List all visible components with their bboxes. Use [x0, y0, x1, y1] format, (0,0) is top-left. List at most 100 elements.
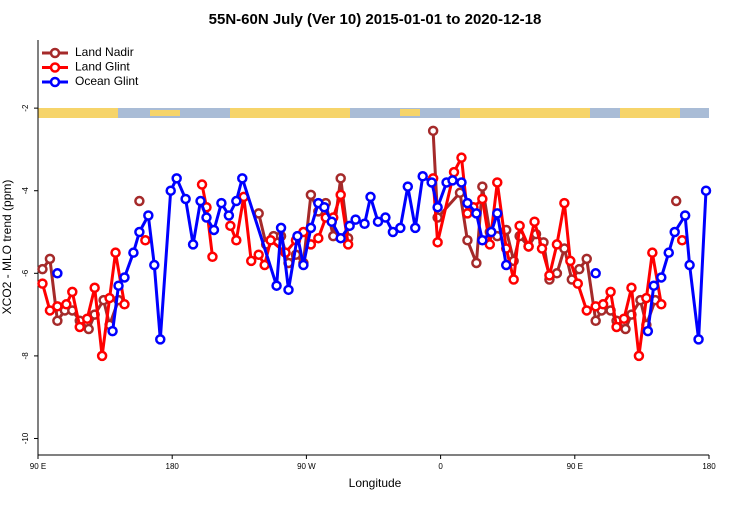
point — [319, 201, 330, 213]
point — [83, 323, 94, 335]
point — [180, 193, 191, 205]
chart-title: 55N-60N July (Ver 10) 2015-01-01 to 2020… — [209, 11, 542, 28]
point — [500, 259, 512, 271]
point — [149, 259, 160, 271]
point — [432, 201, 443, 213]
point — [44, 253, 56, 265]
point — [427, 125, 439, 137]
x-tick-label: 180 — [166, 462, 180, 471]
point — [52, 268, 63, 279]
x-axis-label: Longitude — [349, 476, 402, 490]
point — [231, 195, 242, 207]
point — [676, 235, 688, 246]
point — [155, 334, 166, 345]
point — [313, 232, 324, 244]
point — [471, 257, 482, 269]
point — [119, 272, 130, 283]
point — [134, 226, 145, 238]
point — [597, 299, 609, 310]
point — [590, 268, 601, 279]
point — [669, 226, 680, 238]
point — [350, 214, 361, 225]
point — [559, 197, 570, 209]
point — [37, 263, 48, 275]
point — [207, 251, 218, 263]
point — [96, 350, 108, 362]
y-tick-label: -4 — [21, 187, 30, 195]
point — [335, 232, 346, 244]
point — [81, 313, 93, 324]
x-tick-label: 90 E — [30, 462, 46, 471]
point — [237, 173, 248, 184]
point — [551, 239, 563, 250]
point — [380, 212, 391, 223]
point — [642, 325, 654, 337]
y-tick-label: -2 — [21, 104, 30, 112]
legend-marker — [49, 76, 61, 88]
point — [283, 284, 294, 296]
point — [143, 210, 154, 221]
point — [477, 181, 488, 192]
point — [223, 210, 235, 221]
y-axis-label: XCO2 - MLO trend (ppm) — [0, 180, 14, 315]
point — [305, 222, 317, 234]
point — [335, 189, 346, 201]
point — [119, 299, 130, 310]
point — [514, 220, 525, 232]
point — [626, 282, 637, 294]
point — [37, 278, 48, 289]
point — [648, 280, 660, 291]
point — [572, 278, 584, 289]
point — [456, 152, 467, 163]
point — [611, 321, 622, 333]
point — [113, 280, 124, 291]
point — [544, 270, 555, 281]
point — [359, 218, 370, 230]
y-tick-label: -8 — [21, 352, 30, 360]
point — [395, 222, 406, 234]
legend-marker — [49, 47, 61, 59]
point — [471, 208, 482, 219]
legend-marker — [49, 62, 61, 73]
point — [647, 247, 658, 258]
point — [633, 350, 645, 362]
point — [605, 286, 616, 298]
y-tick-label: -6 — [21, 269, 30, 277]
x-tick-label: 180 — [702, 462, 716, 471]
point — [670, 195, 682, 207]
point — [372, 216, 384, 227]
point — [426, 177, 437, 188]
point — [326, 216, 337, 227]
point — [275, 222, 287, 234]
point — [693, 334, 704, 345]
point — [265, 235, 276, 246]
point — [259, 259, 270, 271]
point — [492, 208, 503, 219]
point — [581, 305, 592, 316]
point — [700, 185, 712, 196]
point — [410, 222, 421, 234]
point — [565, 255, 576, 267]
point — [52, 301, 63, 312]
point — [89, 282, 100, 294]
point — [196, 179, 208, 190]
x-tick-label: 90 W — [297, 462, 316, 471]
point — [195, 195, 206, 207]
point — [292, 230, 303, 242]
point — [448, 166, 460, 178]
map-strip — [38, 108, 709, 118]
point — [134, 195, 145, 207]
point — [663, 247, 674, 258]
point — [447, 175, 458, 186]
point — [620, 323, 631, 335]
point — [484, 239, 496, 250]
point — [492, 177, 503, 188]
x-tick-label: 0 — [438, 462, 443, 471]
point — [171, 173, 182, 184]
point — [508, 274, 519, 285]
point — [574, 263, 585, 275]
point — [74, 321, 86, 333]
point — [104, 292, 115, 304]
